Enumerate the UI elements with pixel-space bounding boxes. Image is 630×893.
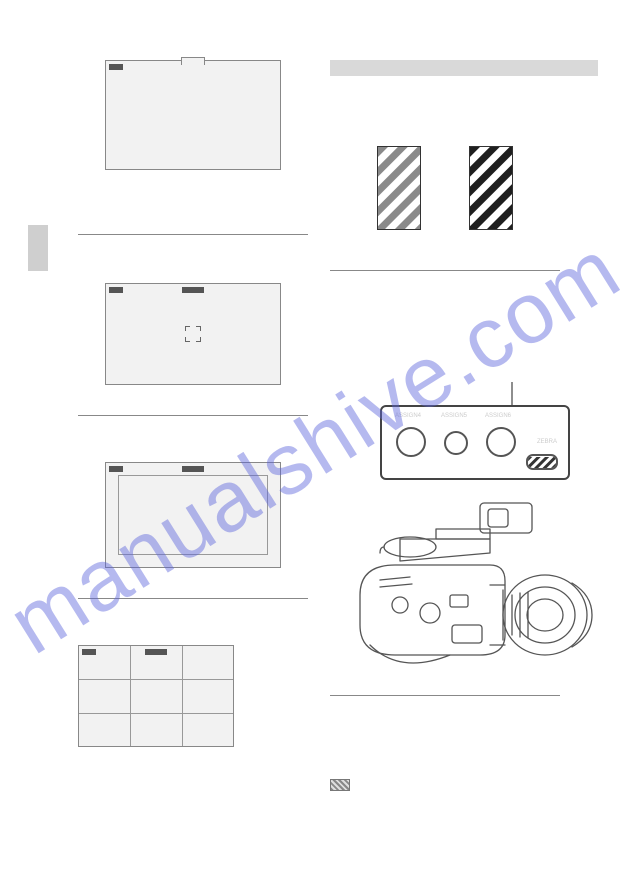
rec-indicator-icon (82, 649, 96, 655)
center-marker-icon (185, 326, 201, 342)
section-line-4b (78, 631, 308, 641)
zebra-2 (469, 136, 513, 230)
zebra-box-2-icon (469, 146, 513, 230)
right-column (330, 0, 560, 335)
center-label-icon (182, 466, 204, 472)
assign4-button[interactable] (396, 427, 426, 457)
rec-indicator-icon (109, 466, 123, 472)
right-desc-2 (330, 281, 560, 335)
section-title-2 (78, 245, 308, 257)
divider (330, 270, 560, 271)
assign-panel: ASSIGN4 ASSIGN5 ASSIGN6 ZEBRA (380, 405, 570, 480)
rec-indicator-icon (109, 64, 123, 70)
assign4-label: ASSIGN4 (388, 413, 428, 419)
camera-illustration (340, 495, 595, 680)
notch-icon (181, 57, 205, 65)
left-column (78, 0, 308, 747)
section-title-4 (78, 609, 308, 621)
section-line-4a (78, 621, 308, 631)
section-line-2b (78, 267, 308, 277)
display-box-grid (78, 645, 234, 747)
rec-indicator-icon (109, 287, 123, 293)
zebra-label: ZEBRA (530, 439, 564, 445)
right-heading (330, 90, 560, 130)
divider (330, 695, 560, 696)
divider (78, 234, 308, 235)
section-title-3 (78, 426, 308, 438)
assign6-label: ASSIGN6 (478, 413, 518, 419)
chapter-tab (28, 225, 48, 271)
zebra-row (330, 136, 560, 230)
assign6-button[interactable] (486, 427, 516, 457)
divider (78, 415, 308, 416)
divider (78, 598, 308, 599)
section-line-3a (78, 438, 308, 462)
right-desc-1 (330, 248, 560, 260)
zebra-box-1-icon (377, 146, 421, 230)
right-column-lower (330, 685, 560, 844)
center-label-icon (182, 287, 204, 293)
safety-frame-icon (118, 475, 268, 555)
display-box-2 (105, 283, 281, 385)
section-desc-1 (78, 196, 308, 224)
display-box-3 (105, 462, 281, 568)
zebra-1 (377, 136, 421, 230)
assign5-button[interactable] (444, 431, 468, 455)
right-paragraph-2 (330, 794, 560, 844)
right-paragraph (330, 746, 560, 776)
zebra-toggle-icon[interactable] (526, 454, 558, 470)
right-subheading (330, 706, 560, 746)
zebra-inline-icon (330, 779, 350, 791)
center-label-icon (145, 649, 167, 655)
display-box-1 (105, 60, 281, 170)
assign5-label: ASSIGN5 (434, 413, 474, 419)
page-root: manualshive.com (0, 0, 630, 893)
section-line-2a (78, 257, 308, 267)
